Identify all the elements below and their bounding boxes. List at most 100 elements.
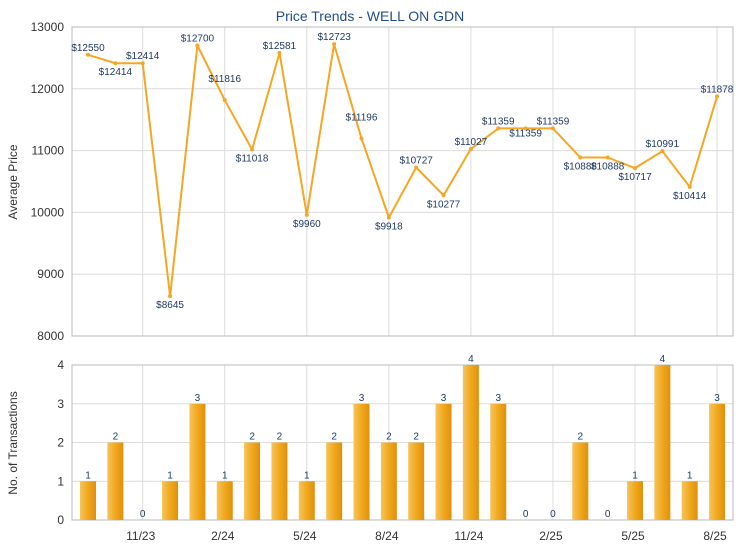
- price-point: [523, 126, 528, 131]
- price-data-label: $12414: [126, 51, 160, 62]
- price-point: [496, 126, 501, 131]
- price-data-label: $10991: [646, 139, 680, 150]
- price-point: [86, 52, 90, 57]
- transaction-data-label: 2: [331, 432, 337, 443]
- transaction-bar: [107, 442, 124, 520]
- price-point: [359, 136, 364, 141]
- x-tick-label: 11/24: [454, 529, 483, 543]
- price-point: [578, 155, 583, 160]
- transaction-bar: [271, 442, 288, 520]
- line-y-ticks: 8000 9000 10000 11000 12000 13000: [31, 20, 65, 343]
- price-data-label: $10888: [564, 162, 598, 173]
- transaction-bar: [681, 481, 698, 520]
- price-point: [250, 147, 255, 152]
- transaction-data-label: 4: [660, 354, 666, 365]
- price-data-label: $12581: [263, 41, 297, 52]
- price-line: [87, 43, 719, 298]
- x-tick-label: 8/24: [375, 529, 399, 543]
- price-point: [441, 193, 446, 198]
- transaction-data-label: 1: [222, 470, 228, 481]
- price-data-label: $8645: [156, 300, 184, 311]
- bar-y-tick-label: 0: [57, 513, 64, 527]
- line-panel: 8000 9000 10000 11000 12000 13000 Average Pri…: [6, 20, 734, 343]
- transaction-data-label: 2: [277, 432, 283, 443]
- price-data-label: $12414: [99, 67, 133, 78]
- price-data-label: $10277: [427, 199, 461, 210]
- transaction-data-label: 0: [605, 509, 611, 520]
- price-point: [332, 42, 337, 47]
- price-point: [468, 146, 473, 151]
- line-y-tick-label: 8000: [37, 329, 64, 343]
- price-data-label: $10727: [400, 155, 434, 166]
- price-point: [550, 126, 555, 131]
- price-data-label: $11027: [455, 137, 488, 148]
- price-data-label: $12723: [317, 32, 351, 43]
- price-point: [140, 61, 145, 66]
- x-tick-label: 5/24: [293, 529, 317, 543]
- price-point: [687, 184, 692, 189]
- x-tick-label: 5/25: [621, 529, 645, 543]
- transaction-bar: [244, 442, 261, 520]
- price-point: [386, 215, 391, 220]
- transaction-bar: [353, 403, 370, 520]
- line-plot-frame: [71, 26, 734, 337]
- line-y-tick-label: 9000: [37, 267, 64, 281]
- line-y-tick-label: 13000: [31, 20, 65, 34]
- bar-y-tick-label: 2: [57, 436, 64, 450]
- line-y-tick-label: 12000: [31, 82, 65, 96]
- price-data-label: $11816: [208, 74, 241, 85]
- price-data-label: $11878: [701, 84, 734, 95]
- price-data-label: $9960: [293, 219, 321, 230]
- price-data-label: $12700: [181, 34, 215, 45]
- transaction-bar: [408, 442, 425, 520]
- x-tick-label: 2/25: [539, 529, 563, 543]
- transaction-bar: [80, 481, 96, 520]
- price-data-label: $10717: [618, 172, 652, 183]
- price-point: [304, 212, 309, 217]
- transaction-data-label: 3: [441, 393, 447, 404]
- x-axis-ticks: 11/23 2/24 5/24 8/24 11/24 2/25 5/25 8/25: [126, 529, 727, 543]
- price-data-label: $11359: [482, 116, 515, 127]
- transaction-data-label: 2: [413, 432, 419, 443]
- price-point: [195, 43, 200, 48]
- price-point: [605, 155, 610, 160]
- transaction-data-label: 2: [249, 432, 255, 443]
- line-y-tick-label: 10000: [31, 205, 65, 219]
- bar-plot-frame: [71, 364, 734, 521]
- price-data-label: $11359: [537, 116, 570, 127]
- price-point: [277, 50, 282, 55]
- transaction-data-label: 2: [386, 432, 392, 443]
- transaction-data-labels: 1 2 0 1 3 1 2 2 1 2 3 2 2 3 4 3 0 0 2 0 1 4 1 3: [85, 354, 720, 520]
- bar-y-tick-label: 4: [57, 358, 64, 372]
- price-data-label: $11196: [346, 112, 378, 123]
- bar-y-ticks: 0 1 2 3 4: [57, 358, 64, 527]
- bar-y-tick-label: 3: [57, 397, 64, 411]
- transaction-bar: [162, 481, 179, 520]
- transaction-data-label: 2: [113, 432, 119, 443]
- transaction-bar: [298, 481, 315, 520]
- transaction-bar: [462, 365, 479, 520]
- x-tick-label: 8/25: [703, 529, 727, 543]
- transaction-bars: [80, 365, 726, 520]
- price-series: [86, 42, 720, 299]
- price-point: [633, 166, 637, 171]
- transaction-bar: [216, 481, 233, 520]
- price-data-label: $9918: [375, 221, 403, 232]
- transaction-bar: [572, 442, 589, 520]
- x-tick-label: 11/23: [126, 529, 155, 543]
- transaction-data-label: 4: [468, 354, 474, 365]
- transaction-bar: [435, 403, 452, 520]
- transaction-data-label: 1: [85, 470, 91, 481]
- price-point: [660, 149, 665, 154]
- transaction-bar: [189, 403, 206, 520]
- transaction-data-label: 3: [359, 393, 365, 404]
- transaction-bar: [490, 403, 507, 520]
- price-data-label: $10888: [591, 162, 625, 173]
- price-point: [113, 61, 118, 66]
- price-data-label: $11359: [509, 128, 542, 139]
- price-data-label: $10414: [673, 191, 707, 202]
- transaction-data-label: 1: [304, 470, 310, 481]
- transaction-bar: [326, 442, 343, 520]
- x-tick-label: 2/24: [211, 529, 235, 543]
